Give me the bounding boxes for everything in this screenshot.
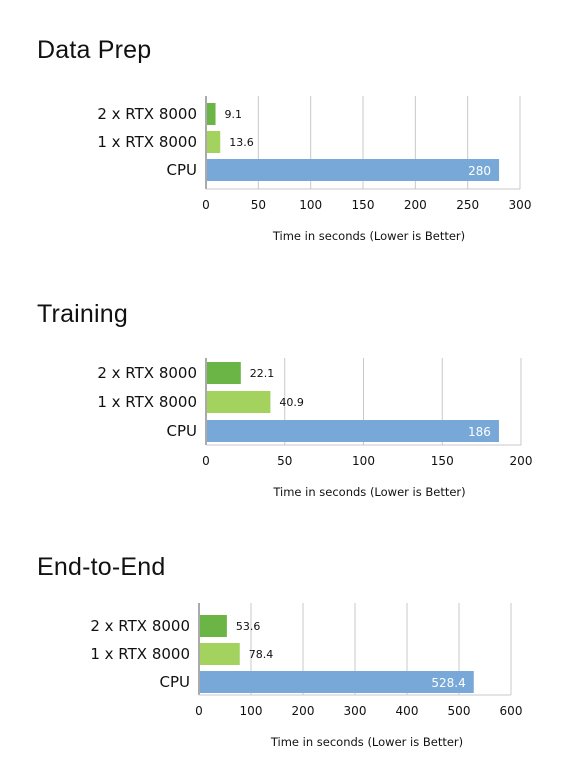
x-tick-label: 0: [195, 704, 203, 718]
x-axis-title: Time in seconds (Lower is Better): [270, 735, 463, 749]
bar: [200, 643, 240, 665]
data-label: 13.6: [229, 136, 254, 149]
x-tick-label: 50: [251, 198, 266, 212]
x-tick-label: 200: [292, 704, 315, 718]
x-axis-title: Time in seconds (Lower is Better): [272, 485, 465, 499]
category-label: 2 x RTX 8000: [90, 617, 190, 635]
chart-title: Training: [37, 300, 128, 328]
x-tick-label: 500: [448, 704, 471, 718]
x-tick-label: 600: [500, 704, 523, 718]
x-tick-label: 300: [344, 704, 367, 718]
bar: [207, 420, 499, 442]
data-label: 53.6: [236, 620, 261, 633]
x-tick-label: 250: [456, 198, 479, 212]
category-label: CPU: [167, 161, 198, 179]
data-label: 22.1: [250, 367, 275, 380]
data-label: 78.4: [249, 648, 274, 661]
bar: [207, 391, 271, 413]
category-label: 1 x RTX 8000: [90, 645, 190, 663]
bar: [200, 615, 227, 637]
x-tick-label: 150: [352, 198, 375, 212]
x-axis-title: Time in seconds (Lower is Better): [272, 229, 465, 243]
data-label: 186: [468, 425, 491, 439]
bar-chart-training: 0 50 100 150 200 2 x RTX 8000 22.1 1 x RTX 8000…: [97, 358, 533, 499]
x-tick-label: 200: [510, 454, 533, 468]
category-label: CPU: [160, 673, 191, 691]
category-label: 1 x RTX 8000: [97, 133, 197, 151]
x-tick-label: 0: [202, 198, 210, 212]
data-label: 40.9: [279, 396, 304, 409]
chart-panel-training: Training 0 50 100 150 200 2 x RTX 8000 22.1 1 x…: [0, 300, 583, 510]
bar: [207, 103, 216, 125]
x-tick-label: 50: [277, 454, 292, 468]
bar: [207, 131, 221, 153]
bar-chart-end-to-end: 0 100 200 300 400 500 600 2 x RTX 8000 53.6 1 x R…: [90, 603, 523, 749]
x-tick-label: 100: [299, 198, 322, 212]
chart-title: End-to-End: [37, 553, 166, 581]
x-tick-label: 150: [431, 454, 454, 468]
data-label: 528.4: [431, 676, 465, 690]
x-tick-label: 0: [202, 454, 210, 468]
x-tick-label: 300: [509, 198, 532, 212]
x-tick-label: 200: [404, 198, 427, 212]
bar: [200, 671, 474, 693]
chart-panel-end-to-end: End-to-End 0 100 200 300 400 500 600 2 x RTX 80…: [0, 553, 583, 768]
x-tick-label: 100: [352, 454, 375, 468]
category-label: 1 x RTX 8000: [97, 393, 197, 411]
x-tick-label: 100: [240, 704, 263, 718]
x-tick-label: 400: [396, 704, 419, 718]
chart-title: Data Prep: [37, 36, 152, 64]
chart-panel-data-prep: Data Prep 0 50 100 150 200 250 300 2 x RTX 8000…: [0, 36, 583, 266]
bar: [207, 362, 241, 384]
category-label: 2 x RTX 8000: [97, 105, 197, 123]
data-label: 9.1: [225, 108, 243, 121]
bar: [207, 159, 500, 181]
category-label: 2 x RTX 8000: [97, 364, 197, 382]
bar-chart-data-prep: 0 50 100 150 200 250 300 2 x RTX 8000 9.1 1 x RTX…: [97, 96, 532, 243]
data-label: 280: [468, 164, 491, 178]
category-label: CPU: [167, 422, 198, 440]
